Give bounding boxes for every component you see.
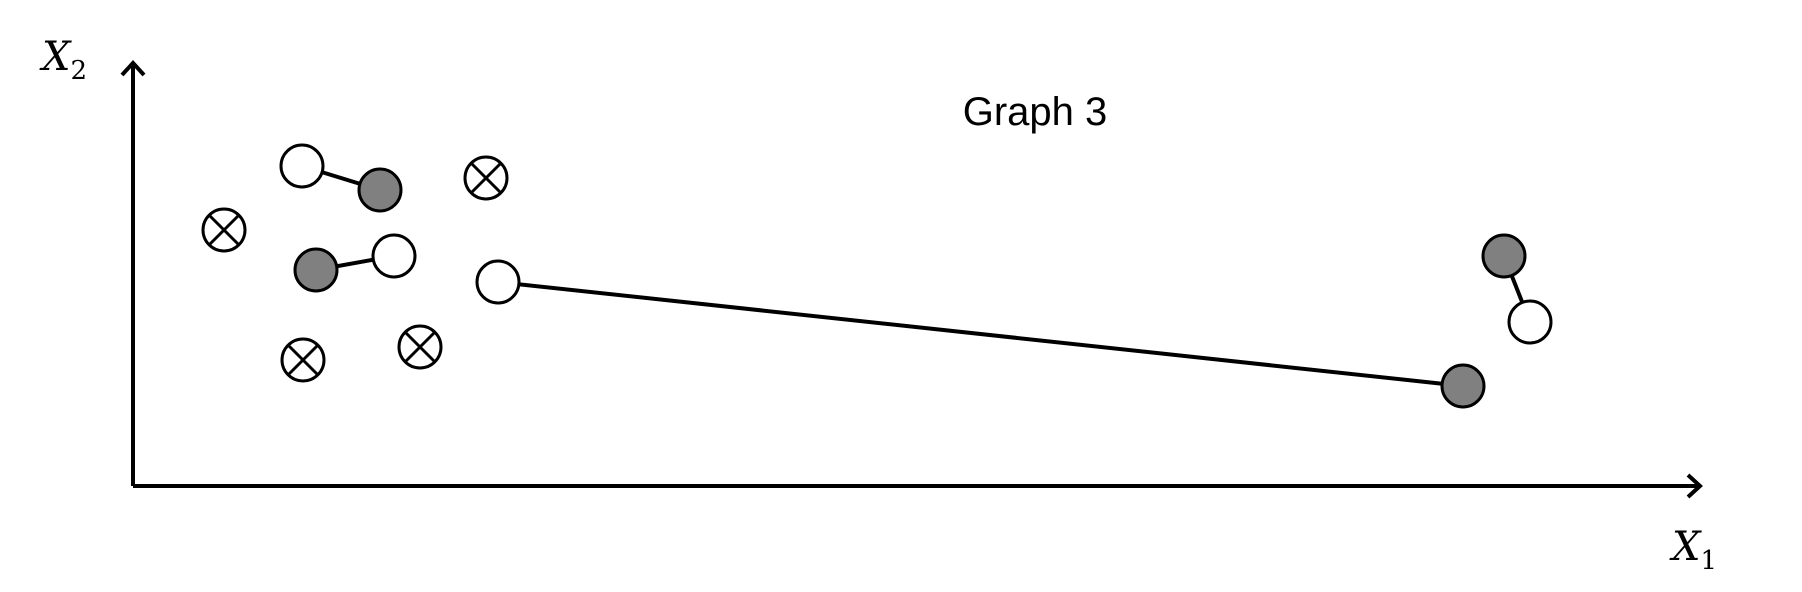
crossed-nodes [201, 155, 509, 383]
crossed-node [463, 155, 509, 201]
filled-node [1481, 233, 1527, 279]
graph-title: Graph 3 [963, 90, 1108, 134]
crossed-node [280, 337, 326, 383]
open-node [1507, 299, 1553, 345]
open-node [371, 233, 417, 279]
filled-node [1440, 363, 1486, 409]
filled-nodes [293, 167, 1527, 409]
filled-node [357, 167, 403, 213]
x-axis-arrowhead [1686, 473, 1703, 499]
axes [120, 60, 1703, 499]
y-axis-label: X2 [39, 34, 87, 86]
y-axis-arrowhead [120, 60, 146, 77]
open-node [475, 259, 521, 305]
open-node [279, 143, 325, 189]
edge [497, 280, 1464, 388]
crossed-node [397, 324, 443, 370]
x-axis-label: X1 [1669, 524, 1717, 576]
crossed-node [201, 207, 247, 253]
filled-node [293, 247, 339, 293]
open-nodes [279, 143, 1553, 345]
